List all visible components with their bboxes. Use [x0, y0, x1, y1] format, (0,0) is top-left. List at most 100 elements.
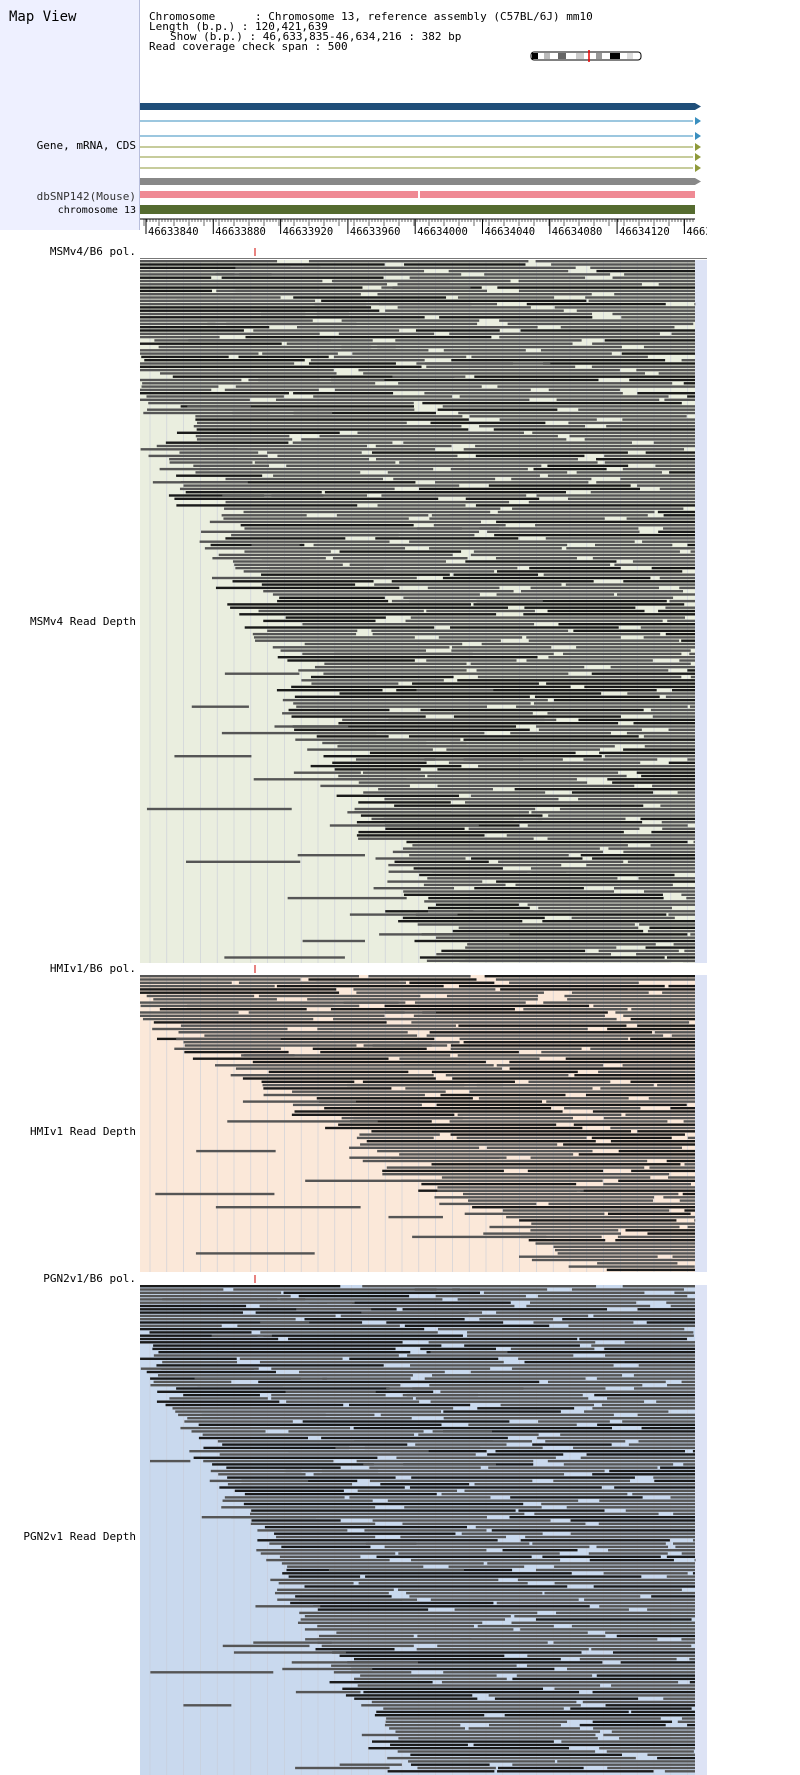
- sequence-read: [470, 1370, 695, 1374]
- sequence-read: [304, 1628, 514, 1631]
- sequence-read: [383, 817, 543, 821]
- sequence-read: [624, 273, 695, 276]
- sequence-read: [429, 1031, 653, 1034]
- read-depth-panel[interactable]: [140, 975, 707, 1272]
- sequence-read: [538, 1420, 610, 1423]
- sequence-read: [406, 1591, 543, 1595]
- sequence-read: [512, 507, 684, 510]
- chromosome-ideogram-icon[interactable]: [530, 50, 650, 62]
- read-depth-panel[interactable]: [140, 1285, 707, 1775]
- sequence-read: [548, 656, 695, 659]
- right-margin: [786, 0, 800, 1775]
- sequence-read: [384, 1723, 461, 1727]
- sequence-read: [259, 1304, 515, 1308]
- sequence-read: [541, 1502, 695, 1506]
- sequence-read: [545, 1440, 626, 1443]
- sequence-read: [316, 735, 389, 738]
- strand-arrow-icon: [695, 103, 701, 110]
- sequence-read: [637, 484, 695, 487]
- sequence-read: [224, 956, 345, 959]
- sequence-read: [357, 1489, 458, 1492]
- sequence-read: [413, 867, 503, 870]
- length-key: Length (b.p.): [149, 20, 236, 33]
- sequence-read: [648, 1097, 695, 1100]
- sequence-read: [316, 1097, 473, 1100]
- sequence-read: [598, 1070, 695, 1074]
- sequence-read: [527, 903, 695, 906]
- sequence-read: [238, 355, 329, 359]
- sequence-read: [140, 273, 235, 276]
- sequence-read: [333, 355, 467, 359]
- sequence-read: [673, 1512, 695, 1516]
- sequence-read: [308, 260, 529, 263]
- sequence-read: [690, 933, 695, 936]
- sequence-read: [222, 1443, 408, 1446]
- sequence-read: [410, 616, 685, 619]
- sequence-read: [593, 1314, 695, 1318]
- sequence-read: [586, 1453, 695, 1456]
- sequence-read: [362, 1159, 648, 1163]
- sequence-read: [353, 1116, 573, 1120]
- sequence-read: [531, 870, 695, 873]
- sequence-read: [199, 540, 390, 543]
- sequence-read: [565, 1057, 695, 1060]
- sequence-read: [622, 1420, 695, 1423]
- sequence-read: [643, 345, 695, 349]
- sequence-read: [276, 689, 383, 692]
- sequence-read: [528, 1239, 606, 1242]
- sequence-read: [689, 705, 695, 708]
- sequence-read: [261, 573, 450, 576]
- sequence-read: [277, 454, 458, 458]
- sequence-read: [354, 1657, 561, 1661]
- sequence-read: [509, 1060, 695, 1064]
- sequence-read: [358, 781, 588, 784]
- sequence-read: [185, 491, 322, 494]
- sequence-read: [376, 1555, 532, 1558]
- sequence-read: [614, 1486, 695, 1489]
- sequence-read: [378, 788, 493, 791]
- sequence-read: [325, 1126, 583, 1130]
- sequence-read: [195, 471, 361, 474]
- sequence-read: [502, 1549, 578, 1552]
- sequence-read: [596, 269, 695, 273]
- sequence-read: [332, 557, 468, 560]
- sequence-read: [419, 487, 640, 491]
- sequence-read: [683, 1463, 695, 1466]
- sequence-read: [230, 606, 509, 609]
- coverage-info: Read coverage check span : 500: [149, 40, 348, 53]
- sequence-read: [531, 811, 695, 814]
- pol-bg: [140, 1273, 707, 1286]
- sequence-read: [494, 533, 695, 537]
- sequence-read: [532, 1542, 666, 1545]
- sequence-read: [371, 451, 628, 454]
- sequence-read: [412, 682, 539, 685]
- sequence-read: [294, 695, 530, 698]
- sequence-read: [210, 1469, 302, 1473]
- sequence-read: [192, 1057, 389, 1060]
- sequence-read: [537, 1436, 695, 1440]
- sequence-read: [657, 1083, 695, 1087]
- sequence-read: [514, 788, 695, 791]
- sequence-read: [570, 1707, 692, 1710]
- sequence-read: [328, 1568, 464, 1572]
- sequence-read: [287, 659, 415, 662]
- sequence-read: [409, 276, 586, 279]
- sequence-read: [657, 510, 695, 514]
- sequence-read: [443, 349, 526, 352]
- sequence-read: [625, 1509, 695, 1512]
- sequence-read: [579, 1337, 687, 1341]
- sequence-read: [406, 840, 688, 844]
- sequence-read: [431, 1163, 681, 1166]
- sequence-read: [297, 326, 538, 329]
- right-gutter: [695, 975, 707, 1272]
- chrom-track-label: chromosome 13: [57, 205, 136, 216]
- sequence-read: [243, 510, 491, 514]
- chromosome-key: Chromosome: [149, 10, 216, 23]
- sequence-read: [593, 1585, 695, 1588]
- sequence-read: [668, 761, 695, 764]
- sequence-read: [428, 1341, 596, 1344]
- sequence-read: [362, 1285, 597, 1288]
- sequence-read: [600, 1087, 695, 1090]
- sequence-read: [365, 1575, 642, 1578]
- sequence-read: [487, 1453, 564, 1456]
